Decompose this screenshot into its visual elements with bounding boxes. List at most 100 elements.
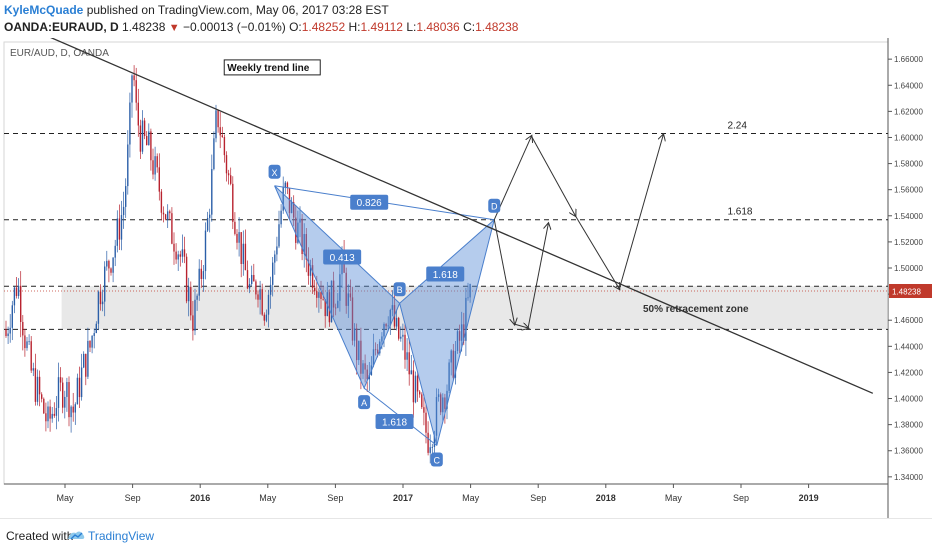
high-label: H: bbox=[348, 20, 361, 34]
candle-body bbox=[225, 155, 228, 174]
candle-body bbox=[448, 362, 450, 391]
candle-body bbox=[194, 299, 196, 331]
candle-body bbox=[97, 291, 100, 324]
trend-line-label-box bbox=[223, 59, 321, 76]
candle-body bbox=[156, 156, 158, 168]
candle-body bbox=[416, 375, 419, 392]
candle-body bbox=[20, 285, 22, 322]
candle-body bbox=[101, 301, 104, 305]
candle-body bbox=[377, 349, 379, 354]
y-tick-label: 1.64000 bbox=[894, 81, 923, 90]
candle-body bbox=[185, 256, 188, 302]
x-tick-label: 2016 bbox=[190, 493, 210, 503]
created-with-text: Created with bbox=[6, 529, 74, 543]
candle-body bbox=[456, 331, 459, 352]
candle-body bbox=[314, 287, 316, 292]
low-value: 1.48036 bbox=[416, 20, 460, 34]
projection-arrow bbox=[531, 135, 575, 216]
candle-body bbox=[26, 341, 28, 349]
candle-body bbox=[131, 75, 133, 103]
candle-body bbox=[320, 292, 322, 299]
author-link[interactable]: KyleMcQuade bbox=[4, 3, 84, 17]
candle-body bbox=[379, 341, 381, 354]
candle-body bbox=[59, 377, 62, 383]
candle-body bbox=[440, 394, 442, 413]
candle-body bbox=[175, 251, 177, 260]
candle-body bbox=[257, 294, 259, 300]
candle-body bbox=[99, 291, 102, 305]
y-tick-label: 1.42000 bbox=[894, 368, 923, 377]
candle-body bbox=[253, 274, 255, 282]
price-chart[interactable]: 1.34000 1.36000 1.38000 1.40000 1.42000 1.440… bbox=[0, 38, 932, 518]
candle-body bbox=[442, 397, 444, 413]
candle-body bbox=[276, 246, 278, 255]
tradingview-brand[interactable]: TradingView bbox=[88, 529, 155, 543]
candle-body bbox=[381, 336, 383, 342]
candle-body bbox=[219, 127, 221, 136]
candle-body bbox=[36, 376, 39, 402]
close-label: C: bbox=[463, 20, 476, 34]
y-tick-label: 1.54000 bbox=[894, 212, 923, 221]
candle-body bbox=[366, 369, 368, 380]
y-tick-label: 1.66000 bbox=[894, 55, 923, 64]
candle-body bbox=[372, 349, 375, 366]
candle-body bbox=[135, 80, 137, 103]
candle-body bbox=[263, 314, 265, 321]
candle-body bbox=[335, 307, 337, 309]
publish-line: KyleMcQuade published on TradingView.com… bbox=[4, 3, 389, 17]
candle-body bbox=[259, 289, 261, 300]
candle-body bbox=[83, 353, 85, 368]
candle-body bbox=[43, 398, 45, 414]
candle-body bbox=[408, 352, 410, 375]
candle-body bbox=[118, 218, 121, 240]
candle-body bbox=[450, 350, 452, 363]
candle-body bbox=[141, 120, 144, 152]
candle-body bbox=[158, 167, 160, 192]
candle-body bbox=[425, 412, 427, 433]
y-tick-label: 1.38000 bbox=[894, 421, 923, 430]
candle-body bbox=[154, 156, 156, 175]
pattern-point-badge bbox=[393, 282, 406, 297]
candle-body bbox=[49, 406, 51, 419]
candle-body bbox=[190, 287, 192, 316]
candle-body bbox=[398, 317, 400, 339]
symbol-label: OANDA:EURAUD, D bbox=[4, 20, 119, 34]
candle-body bbox=[309, 265, 312, 276]
x-tick-label: Sep bbox=[327, 493, 343, 503]
candle-body bbox=[127, 144, 129, 187]
candle-body bbox=[192, 315, 194, 331]
candle-body bbox=[89, 340, 91, 348]
candle-body bbox=[206, 217, 209, 231]
candle-body bbox=[272, 262, 274, 285]
candle-body bbox=[47, 406, 49, 422]
price-change: −0.00013 (−0.01%) bbox=[182, 20, 286, 34]
candle-body bbox=[274, 254, 276, 263]
chart-area[interactable]: 1.34000 1.36000 1.38000 1.40000 1.42000 1.440… bbox=[0, 38, 932, 518]
zone-label: 50% retracement zone bbox=[643, 304, 749, 315]
candle-body bbox=[467, 297, 469, 299]
candle-body bbox=[410, 370, 412, 375]
candle-body bbox=[232, 183, 234, 222]
projection-arrow bbox=[618, 135, 663, 290]
candle-body bbox=[358, 340, 360, 361]
candle-body bbox=[419, 391, 421, 395]
candle-body bbox=[188, 287, 190, 302]
x-tick-label: 2018 bbox=[596, 493, 616, 503]
fib-level-label: 1.618 bbox=[727, 207, 752, 218]
y-tick-label: 1.62000 bbox=[894, 107, 923, 116]
trend-line-label: Weekly trend line bbox=[227, 63, 310, 74]
candle-body bbox=[125, 186, 127, 207]
y-tick-label: 1.40000 bbox=[894, 395, 923, 404]
candle-body bbox=[423, 407, 425, 413]
candle-body bbox=[469, 283, 471, 298]
candle-body bbox=[328, 292, 331, 323]
candle-body bbox=[78, 377, 81, 398]
candle-body bbox=[85, 353, 87, 377]
candle-body bbox=[324, 299, 326, 317]
x-tick-label: 2019 bbox=[799, 493, 819, 503]
candle-body bbox=[106, 260, 108, 267]
candle-body bbox=[368, 375, 370, 380]
candle-body bbox=[433, 435, 436, 447]
candle-body bbox=[391, 305, 394, 310]
candle-body bbox=[215, 110, 217, 139]
